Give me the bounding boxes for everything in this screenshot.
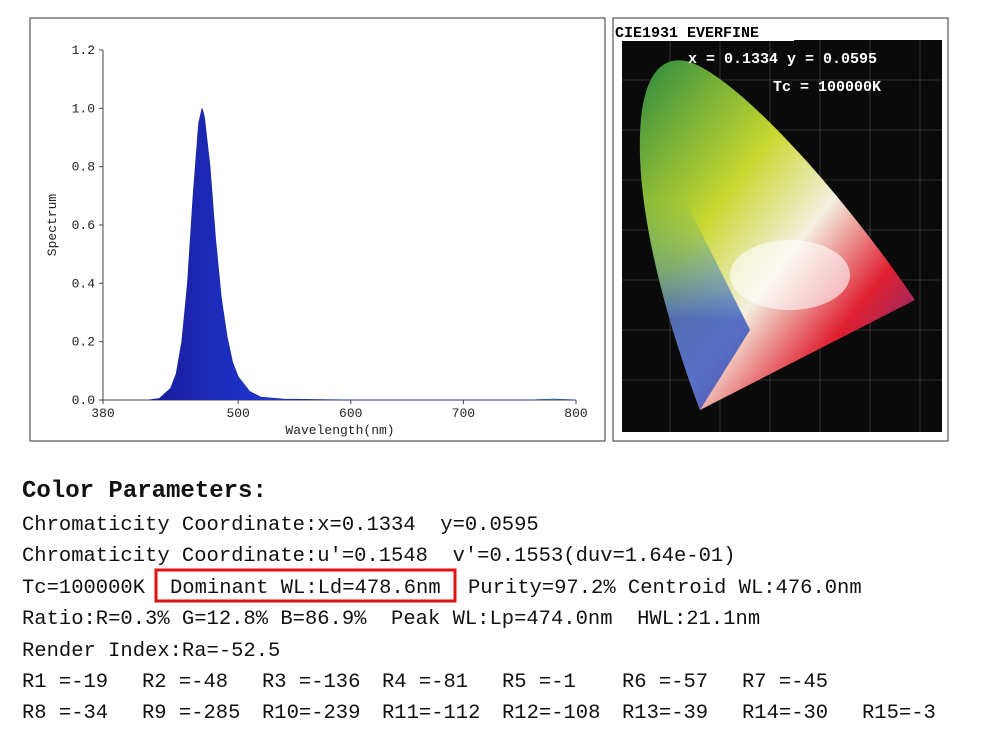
y-tick-label: 1.2 xyxy=(72,43,95,58)
render-index: R10=-239 xyxy=(262,702,360,725)
render-index: R8 =-34 xyxy=(22,702,108,725)
spectrum-chart: Spectrum Wavelength(nm) 0.0 0.2 0.4 0.6 0.8 1… xyxy=(45,43,588,438)
x-tick-label: 600 xyxy=(339,406,362,421)
x-tick-label: 700 xyxy=(452,406,475,421)
x-tick-label: 380 xyxy=(91,406,114,421)
y-tick-label: 0.0 xyxy=(72,393,95,408)
render-index: R3 =-136 xyxy=(262,671,360,694)
cie-blue-region xyxy=(639,110,750,410)
x-axis-label: Wavelength(nm) xyxy=(285,423,394,438)
y-tick-label: 0.2 xyxy=(72,335,95,350)
param-line: Ratio:R=0.3% G=12.8% B=86.9% Peak WL:Lp=… xyxy=(22,608,760,631)
render-index: R1 =-19 xyxy=(22,671,108,694)
spectrum-frame xyxy=(29,17,606,442)
cie-white-point xyxy=(730,240,850,310)
render-index: R4 =-81 xyxy=(382,671,468,694)
parameters-title: Color Parameters: xyxy=(22,478,267,505)
render-index: R9 =-285 xyxy=(142,702,240,725)
render-index: R2 =-48 xyxy=(142,671,228,694)
y-tick-label: 0.8 xyxy=(72,160,95,175)
param-line: Render Index:Ra=-52.5 xyxy=(22,640,280,663)
y-tick-label: 0.6 xyxy=(72,218,95,233)
param-line: Tc=100000K xyxy=(22,577,146,600)
render-index: R7 =-45 xyxy=(742,671,828,694)
cie-title-bg xyxy=(614,21,794,41)
render-index: R14=-30 xyxy=(742,702,828,725)
param-line: Purity=97.2% Centroid WL:476.0nm xyxy=(468,577,862,600)
render-index: R15=-3 xyxy=(862,702,936,725)
cie-tc: Tc = 100000K xyxy=(773,79,881,96)
param-line: Chromaticity Coordinate:x=0.1334 y=0.059… xyxy=(22,514,539,537)
cie-coords: x = 0.1334 y = 0.0595 xyxy=(688,51,877,68)
y-axis-label: Spectrum xyxy=(45,194,60,257)
highlight-box xyxy=(154,568,457,603)
param-line: Dominant WL:Ld=478.6nm xyxy=(170,577,441,600)
spectrum-area xyxy=(148,108,576,401)
render-index: R13=-39 xyxy=(622,702,708,725)
y-tick-label: 0.4 xyxy=(72,276,96,291)
x-tick-label: 800 xyxy=(564,406,587,421)
x-tick-label: 500 xyxy=(226,406,249,421)
spectrum-line xyxy=(147,108,577,401)
render-index: R5 =-1 xyxy=(502,671,576,694)
render-index: R11=-112 xyxy=(382,702,480,725)
cie-title: CIE1931 EVERFINE xyxy=(615,25,759,42)
y-tick-label: 1.0 xyxy=(72,101,95,116)
render-index: R12=-108 xyxy=(502,702,600,725)
param-line: Chromaticity Coordinate:u'=0.1548 v'=0.1… xyxy=(22,545,736,568)
render-index: R6 =-57 xyxy=(622,671,708,694)
